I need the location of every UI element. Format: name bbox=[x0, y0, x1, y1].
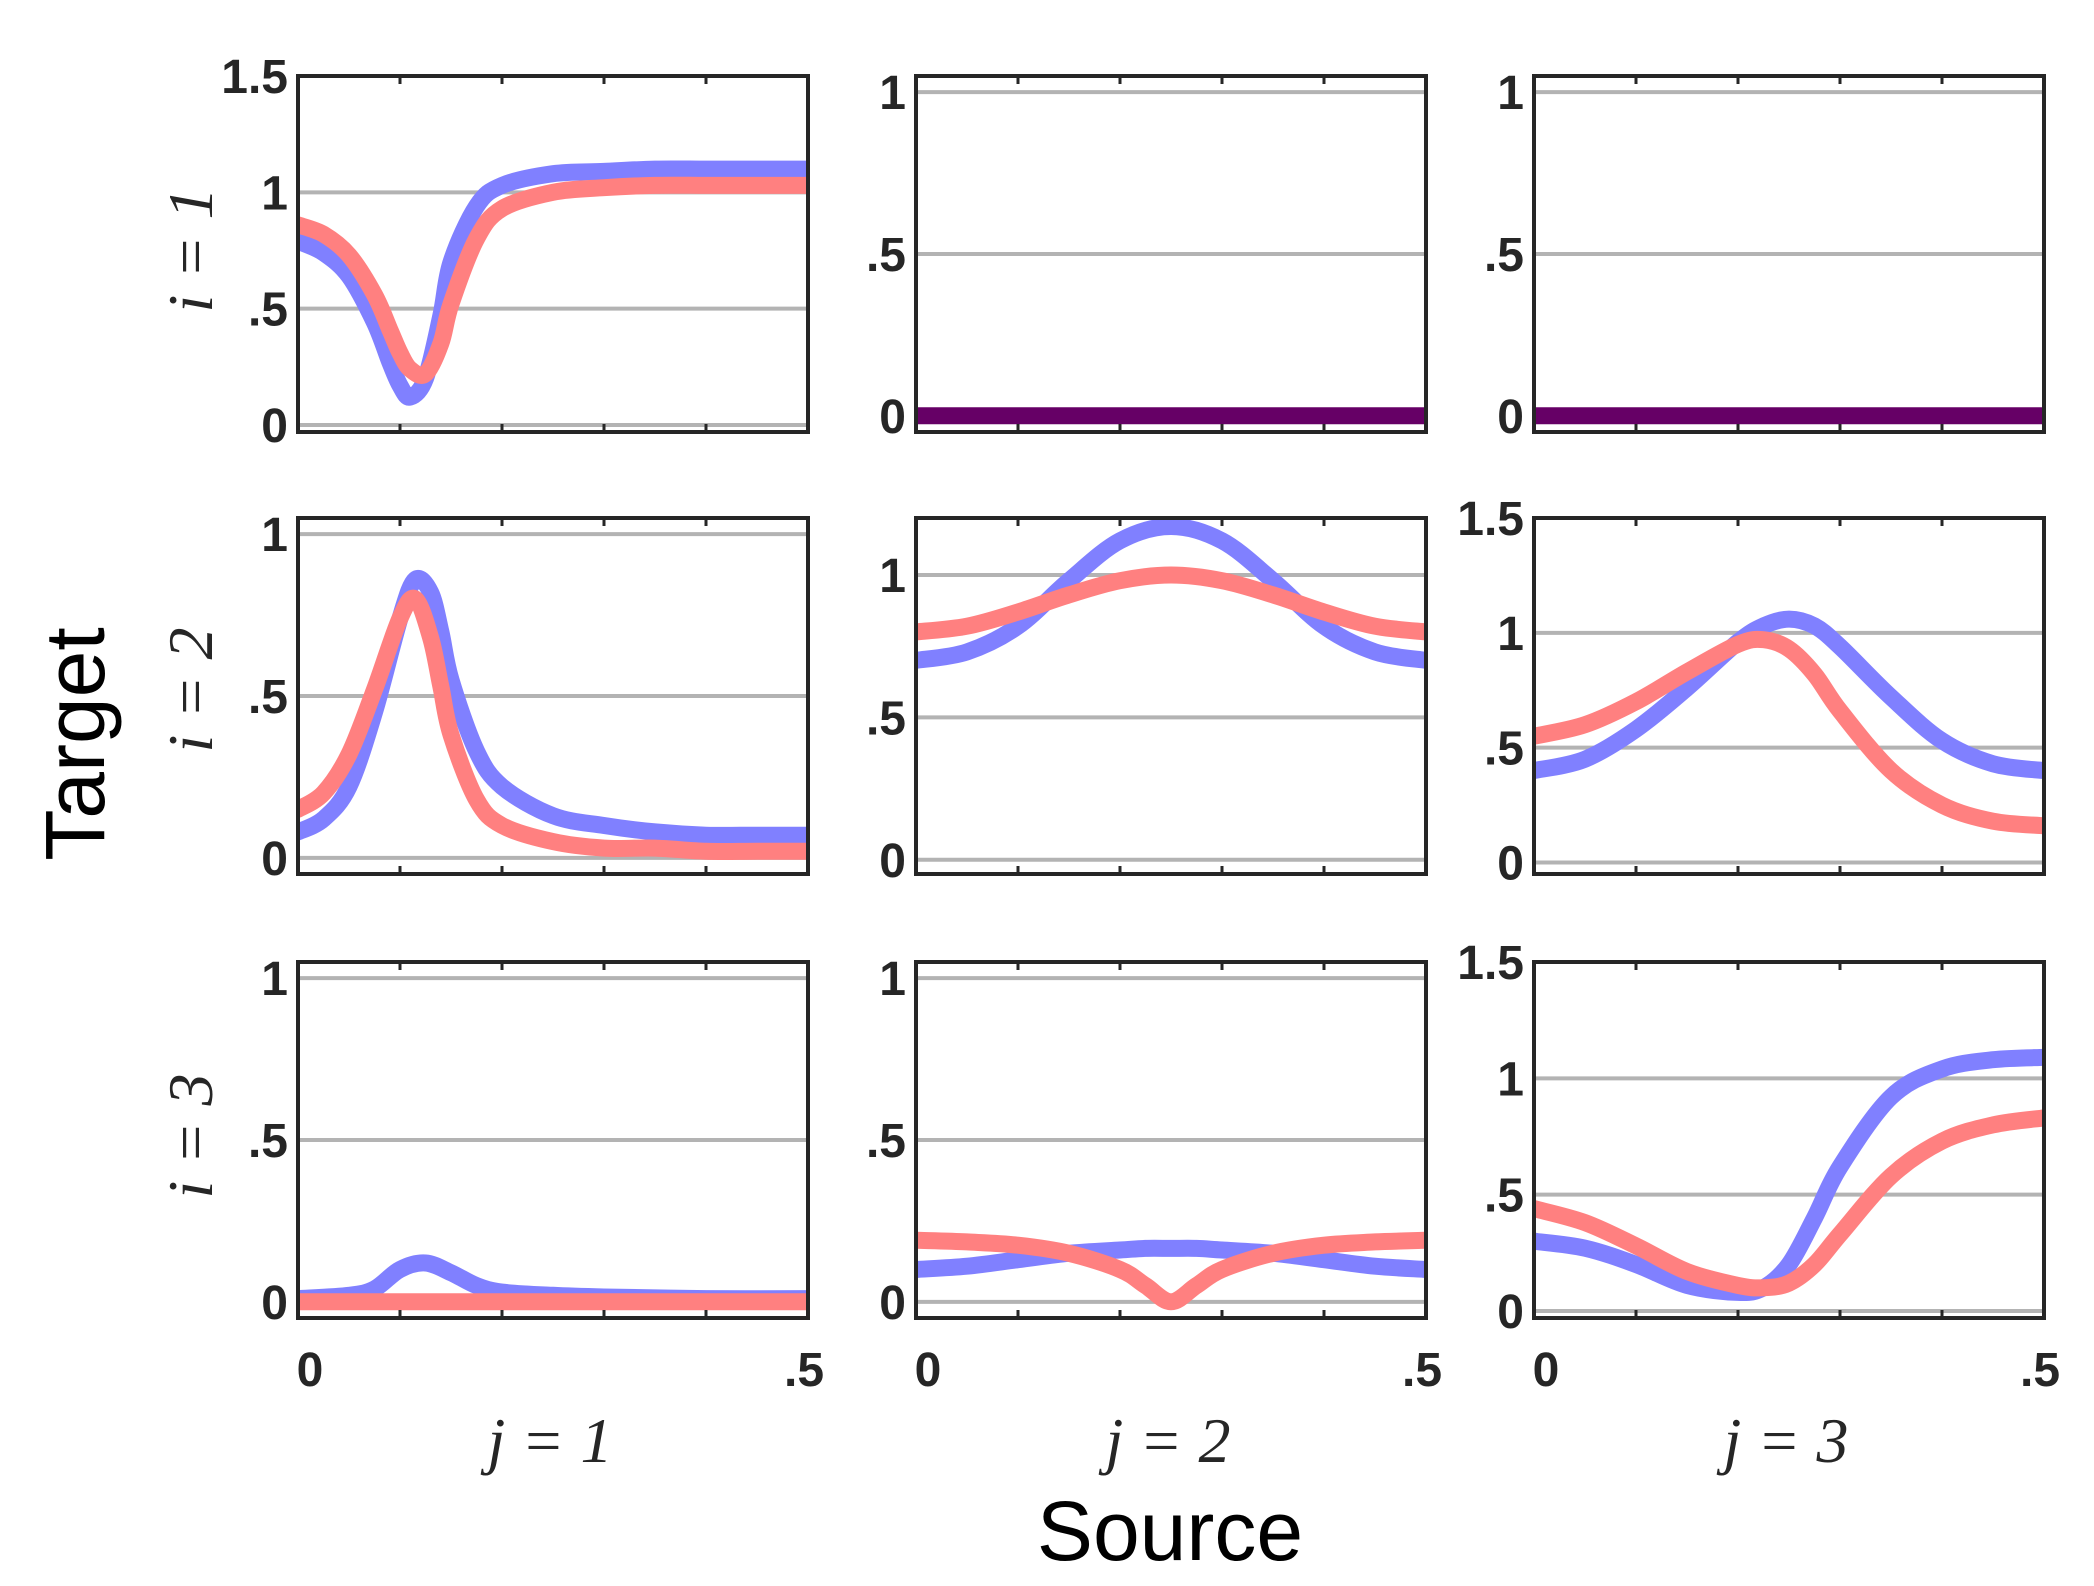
panel-r2-c1-series-group bbox=[298, 569, 808, 861]
panel-r3-c1-ytick-label-1: .5 bbox=[248, 1115, 288, 1168]
panel-r1-c2-axes-box bbox=[914, 74, 1428, 434]
panel-r2-c3-ytick-label-3: 1.5 bbox=[1457, 493, 1524, 546]
panel-r3-c1-series-group bbox=[298, 1254, 808, 1311]
panel-r3-c3-series-group bbox=[1534, 1048, 2044, 1302]
panel-r3-c3-axes-box bbox=[1532, 960, 2046, 1320]
row-label-2: i = 2 bbox=[155, 628, 226, 753]
panel-r3-c3-ytick-label-3: 1.5 bbox=[1457, 937, 1524, 990]
panel-r3-c2-ytick-label-0: 0 bbox=[879, 1277, 906, 1330]
panel-r3-c2-xtick-label-0: 0 bbox=[915, 1344, 942, 1397]
panel-r1-c3-axes-box bbox=[1532, 74, 2046, 434]
col-label-3: j = 3 bbox=[1717, 1405, 1849, 1476]
panel-r3-c3-ytick-label-0: 0 bbox=[1497, 1286, 1524, 1339]
panel-r3-c3-xtick-label-1: .5 bbox=[2020, 1344, 2060, 1397]
panel-r2-c3-ytick-label-1: .5 bbox=[1484, 723, 1524, 776]
panel-r1-c1-line-series_b bbox=[298, 176, 808, 384]
row-label-3: i = 3 bbox=[155, 1074, 226, 1199]
panel-r3-c1-axes-box bbox=[296, 960, 810, 1320]
panel-r2-c1-axes-box bbox=[296, 516, 810, 876]
panel-r2-c3-line-series_a bbox=[1534, 610, 2044, 780]
panel-r1-c1: 0 .5 1 1.5 bbox=[221, 51, 810, 453]
panel-r2-c2-ytick-label-2: 1 bbox=[879, 550, 906, 603]
panel-r2-c3-line-series_b bbox=[1534, 630, 2044, 835]
panel-r1-c1-series-group bbox=[298, 160, 808, 406]
panel-r2-c1: 0.51 bbox=[248, 509, 810, 886]
panel-r2-c1-ytick-label-1: .5 bbox=[248, 671, 288, 724]
panel-r1-c3-ytick-label-2: 1 bbox=[1497, 67, 1524, 120]
panel-r1-c3: 0.51 bbox=[1484, 67, 2046, 444]
panel-r2-c1-ytick-label-2: 1 bbox=[261, 509, 288, 562]
panel-r2-c1-line-series_b bbox=[298, 589, 808, 861]
panel-r1-c2-ytick-label-0: 0 bbox=[879, 391, 906, 444]
panel-r2-c2: 0.51 bbox=[866, 516, 1428, 888]
panel-r3-c2-line-series_b bbox=[916, 1231, 1426, 1311]
panel-r2-c1-line-series_a bbox=[298, 569, 808, 844]
panel-r3-c3-line-series_b bbox=[1534, 1109, 2044, 1297]
figure-ylabel: Target bbox=[28, 627, 122, 860]
panel-r3-c3-ytick-label-2: 1 bbox=[1497, 1053, 1524, 1106]
panel-r3-c1-xtick-label-0: 0 bbox=[297, 1344, 324, 1397]
panel-grid: 0.511.50.510.510.510.510.511.50.510.50.5… bbox=[221, 51, 2060, 1397]
panel-r1-c2-ytick-label-1: .5 bbox=[866, 229, 906, 282]
panel-r3-c3-ytick-label-1: .5 bbox=[1484, 1170, 1524, 1223]
panel-r3-c1: 0 .5 1 0 .5 bbox=[248, 953, 824, 1397]
panel-r3-c2-ytick-label-2: 1 bbox=[879, 953, 906, 1006]
panel-r3-c1-ytick-label-2: 1 bbox=[261, 953, 288, 1006]
panel-r3-c2-ytick-label-1: .5 bbox=[866, 1115, 906, 1168]
panel-r2-c1-ytick-label-0: 0 bbox=[261, 833, 288, 886]
panel-r1-c1-ytick-label-2: 1 bbox=[261, 167, 288, 220]
panel-r2-c2-ytick-label-0: 0 bbox=[879, 835, 906, 888]
col-label-2: j = 2 bbox=[1099, 1405, 1231, 1476]
panel-r1-c2-ytick-label-2: 1 bbox=[879, 67, 906, 120]
panel-r2-c2-axes-box bbox=[914, 516, 1428, 876]
panel-r2-c3-series-group bbox=[1534, 610, 2044, 835]
panel-r3-c3-line-series_a bbox=[1534, 1048, 2044, 1302]
panel-r3-c2-series-group bbox=[916, 1231, 1426, 1311]
panel-r1-c2: 0.51 bbox=[866, 67, 1428, 444]
panel-r1-c1-line-series_a bbox=[298, 160, 808, 406]
panel-r3-c3: 0 .5 1 1.5 0 .5 bbox=[1457, 937, 2060, 1397]
panel-r1-c1-background bbox=[298, 76, 808, 432]
panel-r1-c1-ytick-label-1: .5 bbox=[248, 284, 288, 337]
panel-r2-c3-ytick-label-0: 0 bbox=[1497, 838, 1524, 891]
panel-r1-c3-ytick-label-0: 0 bbox=[1497, 391, 1524, 444]
panel-r3-c3-xtick-label-0: 0 bbox=[1533, 1344, 1560, 1397]
panel-r1-c1-ytick-label-0: 0 bbox=[261, 400, 288, 453]
panel-r3-c1-ytick-label-0: 0 bbox=[261, 1277, 288, 1330]
panel-r2-c2-line-series_b bbox=[916, 566, 1426, 641]
panel-r3-c2: 0 .5 1 0 .5 bbox=[866, 953, 1442, 1397]
panel-r2-c3-ytick-label-2: 1 bbox=[1497, 608, 1524, 661]
panel-r1-c3-ytick-label-1: .5 bbox=[1484, 229, 1524, 282]
panel-r3-c2-axes-box bbox=[914, 960, 1428, 1320]
panel-r2-c2-ytick-label-1: .5 bbox=[866, 692, 906, 745]
panel-r2-c2-series-group bbox=[916, 518, 1426, 669]
panel-r2-c3-axes-box bbox=[1532, 516, 2046, 876]
panel-r1-c1-ytick-label-3: 1.5 bbox=[221, 51, 288, 104]
panel-r3-c2-xtick-label-1: .5 bbox=[1402, 1344, 1442, 1397]
panel-r2-c2-line-series_a bbox=[916, 518, 1426, 669]
panel-r3-c2-line-series_a bbox=[916, 1239, 1426, 1278]
panel-r2-c3: 0 .5 1 1.5 bbox=[1457, 493, 2046, 891]
panel-r1-c1-axes-box bbox=[296, 74, 810, 434]
figure-xlabel: Source bbox=[1037, 1484, 1303, 1578]
panel-r3-c1-xtick-label-1: .5 bbox=[784, 1344, 824, 1397]
col-label-1: j = 1 bbox=[481, 1405, 613, 1476]
row-label-1: i = 1 bbox=[155, 188, 226, 313]
